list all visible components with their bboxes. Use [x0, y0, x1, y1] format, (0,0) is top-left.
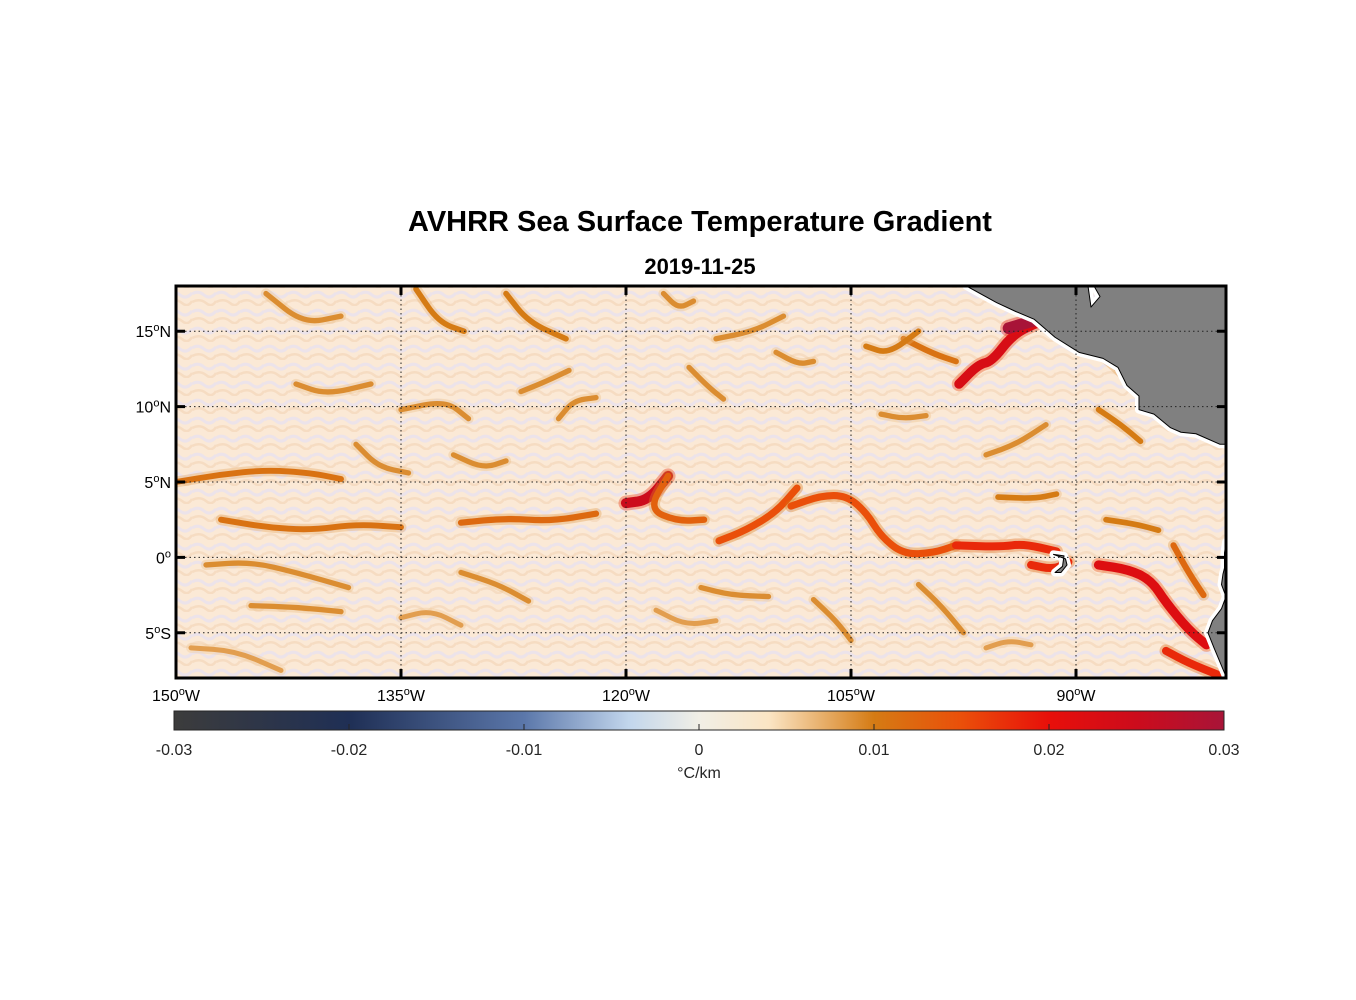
- sst-front: [188, 645, 284, 673]
- lat-tick-label: 5oN: [144, 473, 171, 492]
- sst-front: [1170, 542, 1207, 599]
- sst-front: [773, 349, 817, 366]
- chart-subtitle: 2019-11-25: [644, 254, 756, 279]
- lon-tick-label: 120oW: [602, 686, 651, 705]
- sst-front: [458, 569, 532, 604]
- land-polygon: [966, 286, 1226, 445]
- sst-front: [555, 394, 599, 422]
- sst-front: [651, 472, 708, 524]
- sst-front: [503, 290, 569, 342]
- map-ticks: [174, 286, 1226, 678]
- sst-front: [954, 317, 1044, 389]
- sst-front: [398, 610, 464, 628]
- lat-tick-label: 0o: [156, 548, 171, 567]
- sst-front: [787, 492, 960, 558]
- sst-front: [698, 584, 772, 600]
- sst-front: [1093, 560, 1212, 650]
- sst-front: [983, 422, 1049, 458]
- axis-labels: 15oN 10oN 5oN 0o 5oS 150oW 135oW 120oW 105oW 90oW: [136, 322, 1097, 705]
- colorbar-units-label: °C/km: [677, 765, 721, 782]
- sst-front: [653, 607, 719, 626]
- sst-front: [518, 367, 572, 395]
- colorbar-tick-label: -0.01: [506, 742, 543, 759]
- sst-front: [686, 364, 727, 402]
- colorbar-tick-label: -0.03: [156, 742, 193, 759]
- sst-front: [218, 516, 404, 533]
- sst-front: [353, 441, 412, 476]
- sst-front: [450, 452, 509, 469]
- lon-tick-label: 90oW: [1056, 686, 1096, 705]
- colorbar-tick-label: 0: [695, 742, 704, 759]
- gradient-fronts-layer: [176, 286, 1225, 678]
- sst-front: [176, 467, 344, 485]
- sst-front: [293, 381, 374, 395]
- sst-front: [1103, 516, 1162, 534]
- sst-front: [660, 290, 697, 309]
- sst-front: [398, 400, 472, 422]
- sst-front: [810, 596, 854, 643]
- colorbar-tick-label: 0.02: [1033, 742, 1064, 759]
- sst-front: [248, 602, 344, 615]
- sst-front: [915, 581, 967, 636]
- sst-front: [457, 510, 600, 526]
- sst-front: [983, 639, 1034, 651]
- sst-front: [878, 411, 929, 421]
- sst-front: [715, 484, 801, 545]
- sst-front: [863, 328, 922, 354]
- sst-front: [620, 470, 674, 509]
- colorbar-ticks: -0.03 -0.02 -0.01 0 0.01 0.02 0.03: [156, 724, 1240, 759]
- lon-tick-label: 105oW: [827, 686, 876, 705]
- sst-front: [952, 540, 1061, 556]
- land-layer: [962, 286, 1226, 678]
- colorbar-tick-label: 0.03: [1208, 742, 1239, 759]
- lon-tick-label: 135oW: [377, 686, 426, 705]
- chart-title: AVHRR Sea Surface Temperature Gradient: [408, 206, 992, 238]
- sst-front: [203, 560, 352, 591]
- sst-front: [413, 286, 467, 335]
- ocean-background: [176, 286, 1226, 678]
- lat-tick-label: 5oS: [145, 624, 171, 643]
- sst-front: [1162, 646, 1223, 678]
- lat-tick-label: 15oN: [136, 322, 171, 341]
- colorbar-tick-label: 0.01: [858, 742, 889, 759]
- lat-tick-label: 10oN: [136, 398, 171, 417]
- sst-front: [995, 491, 1060, 501]
- sst-front: [263, 290, 344, 324]
- sst-front: [900, 335, 959, 365]
- colorbar-tick-label: -0.02: [331, 742, 368, 759]
- sst-front: [713, 313, 787, 342]
- lon-tick-label: 150oW: [152, 686, 201, 705]
- sst-front: [1095, 406, 1144, 445]
